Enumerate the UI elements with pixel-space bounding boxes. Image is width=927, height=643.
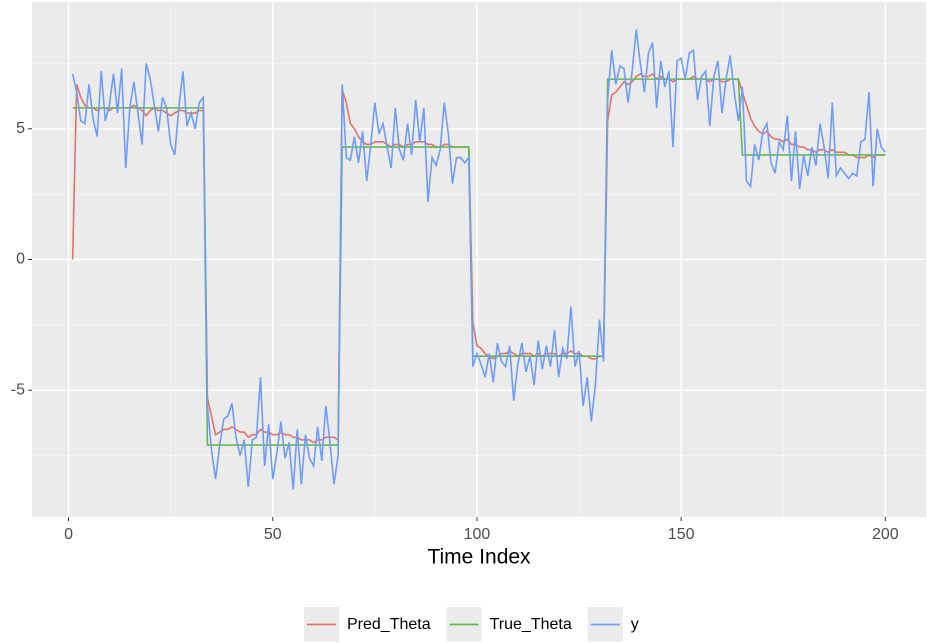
legend-label: True_Theta bbox=[490, 616, 572, 633]
x-tick-label: 150 bbox=[668, 526, 695, 543]
x-tick-label: 100 bbox=[464, 526, 491, 543]
y-tick-label: 5 bbox=[16, 120, 25, 137]
y-tick-label: -5 bbox=[11, 381, 25, 398]
x-tick-label: 200 bbox=[872, 526, 899, 543]
x-tick-label: 50 bbox=[264, 526, 282, 543]
y-tick-label: 0 bbox=[16, 251, 25, 268]
x-tick-label: 0 bbox=[64, 526, 73, 543]
x-axis-title: Time Index bbox=[427, 546, 531, 569]
legend-label: y bbox=[631, 616, 639, 633]
series-line bbox=[72, 78, 886, 446]
legend-label: Pred_Theta bbox=[347, 616, 431, 633]
series-line bbox=[71, 29, 886, 490]
